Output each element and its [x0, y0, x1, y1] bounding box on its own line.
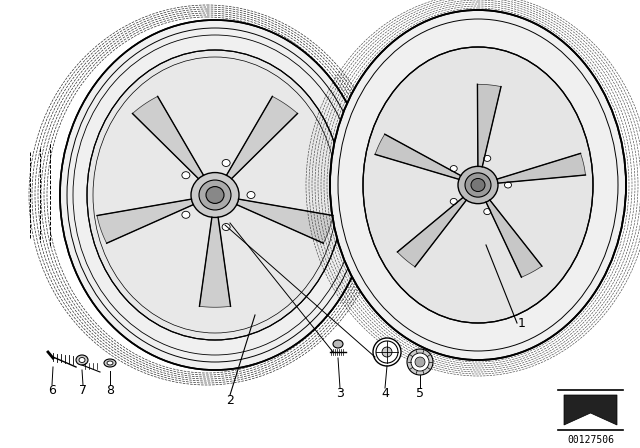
Ellipse shape	[199, 180, 231, 210]
Ellipse shape	[450, 198, 457, 204]
Polygon shape	[486, 200, 542, 277]
Polygon shape	[497, 153, 586, 183]
Ellipse shape	[104, 359, 116, 367]
Text: 1: 1	[518, 316, 526, 329]
Polygon shape	[227, 96, 298, 179]
Ellipse shape	[407, 349, 433, 375]
Ellipse shape	[206, 186, 224, 203]
Polygon shape	[200, 217, 230, 307]
Text: 8: 8	[106, 383, 114, 396]
Text: 00127506: 00127506	[567, 435, 614, 445]
Ellipse shape	[247, 191, 255, 198]
Ellipse shape	[333, 340, 343, 348]
Ellipse shape	[222, 159, 230, 167]
Ellipse shape	[458, 166, 498, 204]
Polygon shape	[477, 84, 501, 167]
Ellipse shape	[182, 211, 190, 218]
Ellipse shape	[484, 209, 491, 215]
Ellipse shape	[484, 155, 491, 161]
Polygon shape	[97, 199, 193, 243]
Text: 7: 7	[79, 383, 87, 396]
Ellipse shape	[363, 47, 593, 323]
Text: 5: 5	[416, 387, 424, 400]
Text: 6: 6	[48, 383, 56, 396]
Ellipse shape	[79, 358, 85, 362]
Ellipse shape	[76, 355, 88, 365]
Ellipse shape	[415, 357, 425, 367]
Ellipse shape	[411, 353, 429, 371]
Ellipse shape	[60, 20, 370, 370]
Ellipse shape	[450, 166, 457, 172]
Ellipse shape	[191, 172, 239, 217]
Ellipse shape	[504, 182, 511, 188]
Polygon shape	[132, 96, 204, 179]
Ellipse shape	[107, 361, 113, 365]
Polygon shape	[564, 395, 617, 425]
Polygon shape	[397, 198, 467, 267]
Ellipse shape	[222, 224, 230, 231]
Ellipse shape	[373, 338, 401, 366]
Ellipse shape	[330, 10, 626, 360]
Ellipse shape	[182, 172, 190, 179]
Ellipse shape	[465, 173, 491, 197]
Polygon shape	[375, 134, 461, 179]
Text: 2: 2	[226, 393, 234, 406]
Ellipse shape	[87, 50, 343, 340]
Ellipse shape	[382, 347, 392, 357]
Polygon shape	[237, 199, 333, 243]
Ellipse shape	[471, 178, 485, 192]
Text: 3: 3	[336, 387, 344, 400]
Text: 4: 4	[381, 387, 389, 400]
